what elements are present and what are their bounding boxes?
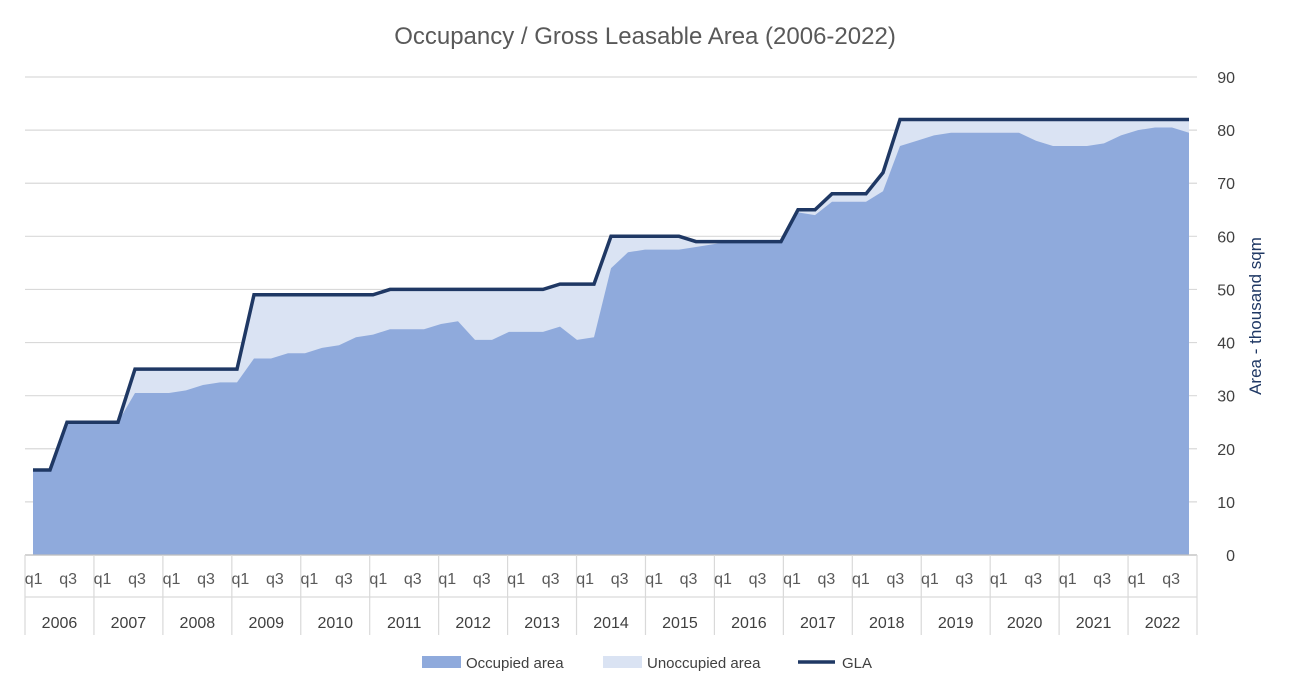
x-year-label: 2007 (111, 615, 147, 632)
x-year-label: 2018 (869, 615, 905, 632)
x-year-label: 2010 (317, 615, 353, 632)
x-year-label: 2008 (180, 615, 216, 632)
x-year-label: 2016 (731, 615, 767, 632)
x-quarter-label: q3 (1093, 571, 1111, 588)
gla-line-series (33, 117, 1189, 472)
y-axis-label: Area - thousand sqm (1246, 237, 1265, 395)
x-quarter-label: q1 (163, 571, 181, 588)
x-quarter-label: q3 (611, 571, 629, 588)
x-quarter-label: q3 (955, 571, 973, 588)
y-tick-label: 90 (1217, 70, 1235, 87)
x-quarter-label: q3 (1024, 571, 1042, 588)
x-quarter-label: q1 (438, 571, 456, 588)
occupied-area (33, 127, 1189, 555)
y-tick-label: 40 (1217, 336, 1235, 353)
x-quarter-label: q1 (369, 571, 387, 588)
x-year-label: 2011 (387, 615, 422, 632)
x-year-label: 2017 (800, 615, 836, 632)
x-axis-ticks: 2006 q1 q3 2007 q1 q3 2008 q1 q3 2009 q1 q3 2010 q1 q3… (25, 555, 1181, 635)
x-quarter-label: q3 (680, 571, 698, 588)
gla-line (33, 117, 1189, 472)
x-quarter-label: q1 (990, 571, 1008, 588)
x-year-label: 2012 (455, 615, 491, 632)
x-quarter-label: q3 (1162, 571, 1180, 588)
x-year-label: 2014 (593, 615, 629, 632)
x-quarter-label: q3 (542, 571, 560, 588)
x-quarter-label: q1 (645, 571, 663, 588)
legend-label: Unoccupied area (647, 655, 761, 672)
y-tick-label: 0 (1226, 548, 1235, 565)
y-tick-label: 20 (1217, 442, 1235, 459)
y-tick-label: 50 (1217, 282, 1235, 299)
x-year-label: 2019 (938, 615, 974, 632)
x-quarter-label: q3 (128, 571, 146, 588)
x-year-label: 2006 (42, 615, 78, 632)
x-quarter-label: q3 (473, 571, 491, 588)
x-quarter-label: q1 (921, 571, 939, 588)
y-tick-label: 80 (1217, 123, 1235, 140)
legend-label: Occupied area (466, 655, 564, 672)
x-quarter-label: q1 (94, 571, 112, 588)
legend: Occupied area Unoccupied area GLA (422, 655, 872, 672)
x-quarter-label: q1 (232, 571, 250, 588)
x-year-label: 2015 (662, 615, 698, 632)
x-quarter-label: q1 (507, 571, 525, 588)
x-quarter-label: q3 (886, 571, 904, 588)
y-tick-label: 70 (1217, 176, 1235, 193)
legend-swatch (603, 656, 642, 668)
x-year-label: 2022 (1145, 615, 1181, 632)
legend-label: GLA (842, 655, 872, 672)
x-quarter-label: q3 (335, 571, 353, 588)
x-quarter-label: q3 (266, 571, 284, 588)
x-quarter-label: q1 (1059, 571, 1077, 588)
x-quarter-label: q1 (576, 571, 594, 588)
x-quarter-label: q1 (300, 571, 318, 588)
x-quarter-label: q1 (783, 571, 801, 588)
x-quarter-label: q3 (197, 571, 215, 588)
x-year-label: 2013 (524, 615, 560, 632)
x-quarter-label: q1 (25, 571, 43, 588)
x-quarter-label: q3 (404, 571, 422, 588)
y-tick-label: 10 (1217, 495, 1235, 512)
chart-title: Occupancy / Gross Leasable Area (2006-20… (394, 23, 896, 50)
x-year-label: 2009 (248, 615, 284, 632)
x-quarter-label: q3 (818, 571, 836, 588)
x-quarter-label: q1 (714, 571, 732, 588)
x-quarter-label: q3 (749, 571, 767, 588)
x-quarter-label: q3 (59, 571, 77, 588)
x-year-label: 2021 (1076, 615, 1112, 632)
x-year-label: 2020 (1007, 615, 1043, 632)
y-tick-label: 30 (1217, 389, 1235, 406)
area-series (33, 119, 1189, 555)
legend-swatch (422, 656, 461, 668)
x-quarter-label: q1 (1128, 571, 1146, 588)
axes (24, 554, 1198, 635)
y-axis-ticks: 0 10 20 30 40 50 60 70 80 90 (1217, 70, 1235, 565)
x-quarter-label: q1 (852, 571, 870, 588)
y-tick-label: 60 (1217, 229, 1235, 246)
